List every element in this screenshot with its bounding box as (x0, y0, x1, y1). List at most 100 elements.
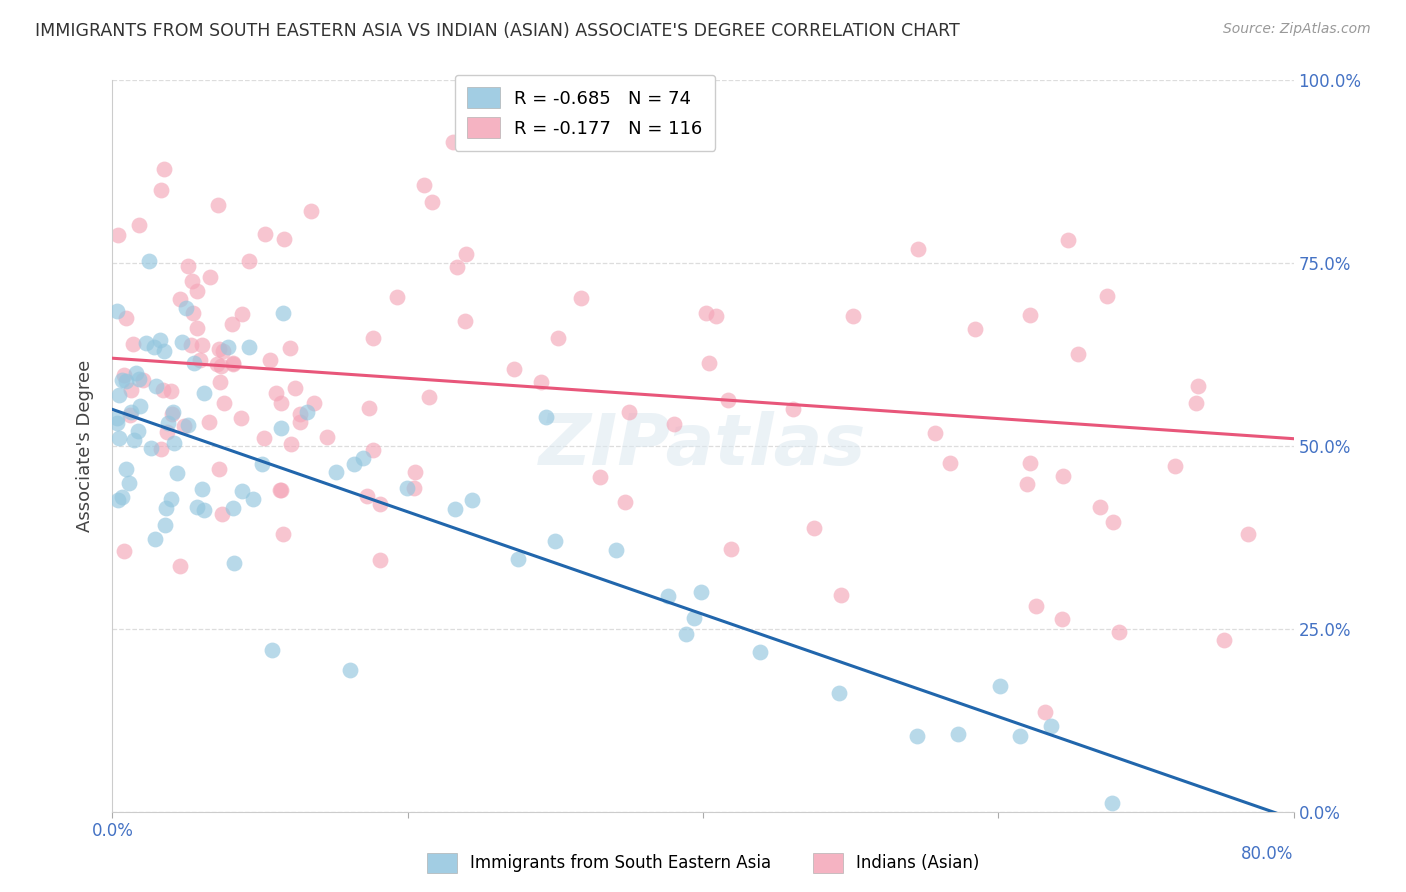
Point (589, 470, 612, 484)
Point (1052, 469, 1074, 483)
Legend: Immigrants from South Eastern Asia, Indians (Asian): Immigrants from South Eastern Asia, Indi… (420, 847, 986, 880)
Point (176, 301, 198, 315)
Point (1213, 633, 1236, 648)
Point (720, 541, 742, 556)
Point (605, 543, 627, 558)
Point (619, 405, 641, 419)
Point (205, 357, 228, 371)
Point (1164, 458, 1187, 473)
Point (115, 311, 138, 326)
Point (138, 254, 160, 268)
Point (149, 334, 172, 348)
Point (209, 359, 232, 373)
Point (270, 396, 292, 410)
Point (1050, 612, 1073, 626)
Point (183, 356, 205, 370)
Point (207, 462, 229, 476)
Point (454, 313, 477, 327)
Point (404, 465, 426, 479)
Point (150, 183, 173, 197)
Point (105, 417, 128, 431)
Point (152, 384, 174, 398)
Point (242, 491, 264, 506)
Point (368, 553, 391, 567)
Point (111, 491, 134, 505)
Point (905, 729, 928, 743)
Point (675, 627, 697, 641)
Point (172, 334, 194, 349)
Point (1039, 719, 1062, 733)
Point (316, 430, 339, 444)
Point (186, 500, 208, 514)
Point (120, 405, 142, 419)
Point (222, 357, 245, 371)
Point (125, 366, 148, 380)
Point (122, 337, 145, 351)
Point (304, 396, 326, 410)
Point (107, 227, 129, 242)
Point (186, 320, 208, 334)
Point (690, 585, 713, 599)
Point (193, 385, 215, 400)
Point (153, 161, 176, 176)
Point (160, 491, 183, 506)
Point (965, 321, 987, 335)
Point (842, 310, 865, 324)
Point (339, 663, 361, 677)
Point (530, 375, 553, 389)
Point (1008, 729, 1031, 743)
Point (177, 260, 200, 274)
Point (569, 291, 592, 305)
Point (717, 392, 740, 407)
Point (191, 337, 214, 351)
Point (231, 411, 253, 425)
Point (420, 195, 443, 210)
Text: IMMIGRANTS FROM SOUTH EASTERN ASIA VS INDIAN (ASIAN) ASSOCIATE'S DEGREE CORRELAT: IMMIGRANTS FROM SOUTH EASTERN ASIA VS IN… (35, 22, 960, 40)
Point (271, 527, 294, 541)
Point (231, 484, 253, 499)
Point (1108, 625, 1130, 640)
Point (299, 203, 322, 218)
Point (1025, 599, 1047, 614)
Point (211, 507, 233, 521)
Point (343, 457, 366, 471)
Point (122, 433, 145, 447)
Point (112, 368, 135, 382)
Point (128, 372, 150, 386)
Point (1088, 500, 1111, 515)
Point (222, 557, 245, 571)
Point (1187, 379, 1209, 393)
Point (948, 727, 970, 741)
Point (444, 502, 467, 516)
Point (198, 270, 221, 285)
Point (198, 415, 221, 429)
Point (695, 305, 717, 319)
Point (231, 307, 253, 321)
Point (250, 457, 273, 471)
Point (166, 467, 188, 481)
Point (105, 411, 128, 425)
Point (193, 503, 215, 517)
Point (363, 331, 385, 345)
Point (108, 388, 131, 402)
Point (181, 306, 204, 320)
Point (441, 136, 464, 150)
Point (270, 483, 292, 497)
Point (118, 476, 141, 491)
Point (456, 247, 478, 261)
Point (115, 374, 138, 388)
Text: Source: ZipAtlas.com: Source: ZipAtlas.com (1223, 22, 1371, 37)
Point (155, 500, 177, 515)
Point (280, 437, 302, 451)
Point (547, 331, 569, 345)
Point (413, 178, 436, 193)
Point (155, 518, 177, 533)
Point (506, 551, 529, 566)
Point (264, 385, 287, 400)
Point (143, 532, 166, 546)
Point (129, 400, 152, 414)
Point (1101, 796, 1123, 810)
Point (180, 274, 202, 288)
Point (924, 425, 946, 440)
Point (361, 442, 384, 457)
